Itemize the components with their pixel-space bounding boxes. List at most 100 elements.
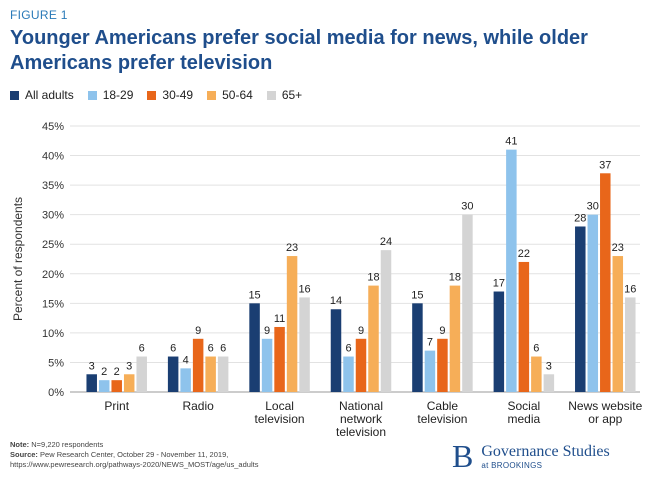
legend-item: All adults — [10, 88, 74, 102]
bar — [343, 356, 354, 392]
legend-swatch — [87, 90, 97, 100]
bar — [330, 309, 342, 392]
data-label: 9 — [358, 325, 364, 337]
bar — [437, 338, 448, 392]
bar — [192, 338, 204, 392]
x-tick-label: Local — [265, 399, 294, 413]
data-label: 3 — [546, 360, 552, 372]
data-label: 6 — [533, 343, 539, 355]
bar — [111, 380, 122, 392]
bar — [136, 356, 147, 392]
bar — [86, 374, 97, 392]
data-label: 2 — [101, 366, 107, 378]
legend-swatch — [266, 90, 276, 100]
y-tick-label: 20% — [42, 269, 64, 281]
data-label: 41 — [505, 136, 517, 148]
data-label: 18 — [367, 272, 379, 284]
data-label: 6 — [220, 343, 226, 355]
data-label: 23 — [286, 242, 298, 254]
legend-label: 65+ — [281, 88, 303, 102]
y-tick-label: 25% — [42, 239, 64, 251]
data-label: 3 — [89, 360, 95, 372]
data-label: 11 — [274, 313, 285, 325]
bar — [249, 303, 260, 392]
source-text: Pew Research Center, October 29 - Novemb… — [40, 450, 229, 459]
bar-chart: 0% 5% 10% 15% 20% 25% 30% 35% 40% 45% Percent of r… — [11, 121, 643, 439]
x-tick-label: network — [340, 412, 383, 426]
bar — [531, 356, 542, 392]
x-tick-label: or app — [588, 412, 622, 426]
legend-swatch — [10, 90, 19, 100]
bar — [625, 297, 636, 392]
data-label: 22 — [518, 248, 530, 260]
note-label: Note: — [10, 440, 30, 449]
data-label: 15 — [248, 289, 260, 301]
source-url: https://www.pewresearch.org/pathways-202… — [10, 460, 259, 469]
x-tick-label: National — [339, 399, 383, 413]
bar — [600, 173, 611, 392]
data-label: 7 — [427, 337, 433, 349]
legend-label: 50-64 — [222, 88, 253, 102]
y-tick-label: 30% — [42, 210, 64, 222]
data-label: 16 — [624, 283, 636, 295]
chart-notes: Note: N=9,220 respondents Source: Pew Re… — [10, 440, 430, 470]
source-label: Source: — [10, 450, 38, 459]
bar — [180, 368, 191, 392]
bar — [424, 350, 436, 392]
legend-swatch — [147, 90, 157, 100]
bar — [261, 338, 273, 392]
data-label: 14 — [330, 295, 342, 307]
y-tick-label: 45% — [42, 121, 64, 133]
legend-swatch — [207, 90, 217, 100]
note-text: N=9,220 respondents — [31, 440, 104, 449]
bar — [449, 285, 461, 392]
legend-item: 18-29 — [87, 88, 134, 102]
y-tick-label: 5% — [48, 357, 64, 369]
bar — [123, 374, 135, 392]
x-tick-label: Social — [508, 399, 541, 413]
bar — [274, 326, 285, 392]
y-tick-label: 40% — [42, 151, 64, 163]
brand-name: Governance Studies — [481, 442, 610, 460]
y-tick-label: 15% — [42, 298, 64, 310]
bar — [217, 356, 229, 392]
bar — [355, 338, 367, 392]
bar — [412, 303, 423, 392]
data-label: 6 — [208, 343, 214, 355]
data-label: 3 — [126, 360, 132, 372]
data-label: 9 — [264, 325, 270, 337]
brand-sub: at BROOKINGS — [481, 460, 543, 470]
bar — [518, 261, 530, 392]
bar — [543, 374, 555, 392]
bar — [299, 297, 310, 392]
legend-item: 65+ — [266, 88, 303, 102]
bar — [98, 380, 110, 392]
y-tick-label: 10% — [42, 328, 64, 340]
data-label: 17 — [493, 278, 505, 290]
data-label: 28 — [574, 212, 586, 224]
data-label: 23 — [612, 242, 624, 254]
bar — [587, 214, 599, 392]
bar — [380, 250, 392, 392]
x-tick-label: Radio — [182, 399, 214, 413]
brand-mark: B — [452, 438, 474, 474]
x-tick-label: television — [417, 412, 467, 426]
data-label: 18 — [449, 272, 461, 284]
legend-item: 30-49 — [147, 88, 193, 102]
x-tick-label: media — [508, 412, 541, 426]
legend-label: All adults — [25, 88, 74, 102]
x-tick-label: Print — [104, 399, 129, 413]
data-label: 30 — [461, 201, 473, 213]
legend-label: 30-49 — [162, 88, 194, 102]
bar — [462, 214, 473, 392]
bar — [493, 291, 505, 392]
x-tick-label: television — [336, 425, 386, 439]
data-label: 16 — [298, 283, 310, 295]
figure-label: FIGURE 1 — [10, 8, 68, 22]
legend-label: 18-29 — [102, 88, 134, 102]
bar — [506, 149, 517, 392]
bar — [612, 256, 624, 392]
data-label: 6 — [345, 343, 351, 355]
data-label: 6 — [170, 343, 176, 355]
brookings-logo: B Governance Studies at BROOKINGS — [452, 440, 610, 472]
